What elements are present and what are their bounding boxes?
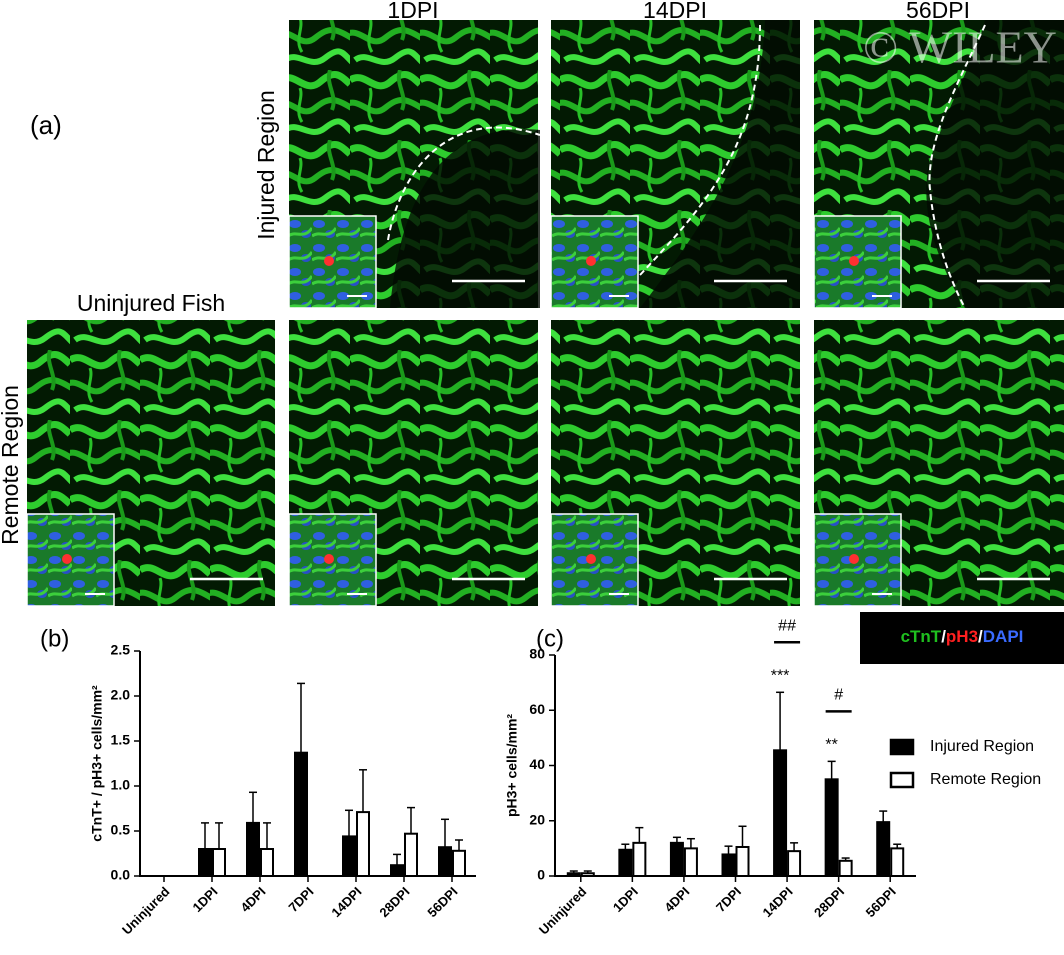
wound-border — [928, 24, 986, 309]
stain-name: pH3 — [946, 627, 978, 646]
bar — [198, 848, 212, 877]
row-label: Remote Region — [0, 385, 23, 545]
watermark: © WILEY — [863, 22, 1057, 73]
annotation: # — [834, 687, 843, 704]
inset-cell — [62, 554, 72, 564]
y-tick-label: 2.5 — [111, 642, 131, 658]
x-tick-label: 14DPI — [759, 884, 795, 920]
bar — [390, 864, 404, 878]
bar — [438, 846, 452, 878]
y-axis-label: pH3+ cells/mm² — [504, 714, 520, 817]
y-tick-label: 0.0 — [111, 867, 131, 883]
inset — [550, 513, 639, 607]
panel-label: (a) — [30, 110, 62, 140]
bar — [735, 845, 750, 878]
x-tick-label: 56DPI — [863, 884, 899, 920]
y-axis-label: cTnT+ / pH3+ cells/mm² — [89, 685, 105, 842]
inset-cell — [586, 554, 596, 564]
y-tick-label: 1.5 — [111, 732, 131, 748]
annotation: *** — [771, 668, 790, 685]
stain-name: DAPI — [983, 627, 1024, 646]
x-tick-label: 1DPI — [610, 884, 641, 915]
panel-label: (b) — [40, 625, 69, 652]
legend-swatch — [889, 771, 915, 789]
column-label: 14DPI — [643, 0, 707, 23]
x-tick-label: Uninjured — [536, 884, 590, 938]
row-label: Injured Region — [253, 90, 279, 240]
bar — [787, 850, 802, 878]
wound-area — [926, 20, 1064, 308]
x-tick-label: 28DPI — [376, 884, 412, 920]
y-tick-label: 60 — [529, 701, 545, 717]
inset — [550, 215, 639, 309]
inset-cell — [324, 554, 334, 564]
stain-name: / — [978, 627, 983, 646]
stain-legend-box — [860, 612, 1064, 664]
wound-border — [387, 126, 541, 241]
annotation: ## — [778, 618, 796, 635]
y-tick-label: 20 — [529, 811, 545, 827]
stain-name: cTnT — [901, 627, 942, 646]
y-tick-label: 0.5 — [111, 822, 131, 838]
legend-label: Remote Region — [930, 771, 1041, 788]
inset-cell — [849, 554, 859, 564]
x-tick-label: Uninjured — [119, 884, 173, 938]
bar — [824, 778, 839, 877]
y-tick-label: 1.0 — [111, 777, 131, 793]
bar — [632, 841, 647, 877]
column-label: 1DPI — [387, 0, 438, 23]
bar — [566, 872, 581, 877]
y-tick-label: 2.0 — [111, 687, 131, 703]
wound-area — [390, 129, 540, 308]
bar — [260, 848, 274, 877]
annotation: ** — [825, 737, 837, 754]
bar — [618, 848, 633, 877]
x-tick-label: 4DPI — [661, 884, 692, 915]
bar — [404, 832, 418, 878]
panel-label: (c) — [536, 625, 564, 652]
bar — [721, 853, 736, 878]
legend-label: Injured Region — [930, 738, 1034, 755]
x-tick-label: 1DPI — [190, 884, 221, 915]
y-tick-label: 40 — [529, 756, 545, 772]
bar — [452, 849, 466, 877]
x-tick-label: 14DPI — [328, 884, 364, 920]
bar — [294, 751, 308, 878]
bar — [669, 841, 684, 877]
bar — [342, 835, 356, 878]
x-tick-label: 4DPI — [238, 884, 269, 915]
uninjured-label: Uninjured Fish — [77, 290, 225, 316]
bar — [246, 821, 260, 878]
bar — [773, 749, 788, 878]
bar — [838, 859, 853, 878]
bar — [356, 811, 370, 877]
y-tick-label: 0 — [537, 867, 545, 883]
column-label: 56DPI — [906, 0, 970, 23]
stain-name: / — [941, 627, 946, 646]
stain-legend: cTnT/pH3/DAPI — [901, 627, 1024, 646]
inset-cell — [586, 256, 596, 266]
wound-border — [639, 24, 761, 276]
wound-area — [640, 20, 800, 308]
x-tick-label: 7DPI — [713, 884, 744, 915]
micrographs — [26, 20, 1064, 607]
y-tick-label: 80 — [529, 646, 545, 662]
inset-cell — [849, 256, 859, 266]
inset-cell — [324, 256, 334, 266]
legend-swatch — [889, 738, 915, 756]
x-tick-label: 56DPI — [424, 884, 460, 920]
bar — [580, 872, 595, 877]
bar — [683, 847, 698, 877]
bar — [212, 848, 226, 877]
bar — [890, 847, 905, 877]
bar — [876, 821, 891, 877]
x-tick-label: 7DPI — [286, 884, 317, 915]
x-tick-label: 28DPI — [811, 884, 847, 920]
